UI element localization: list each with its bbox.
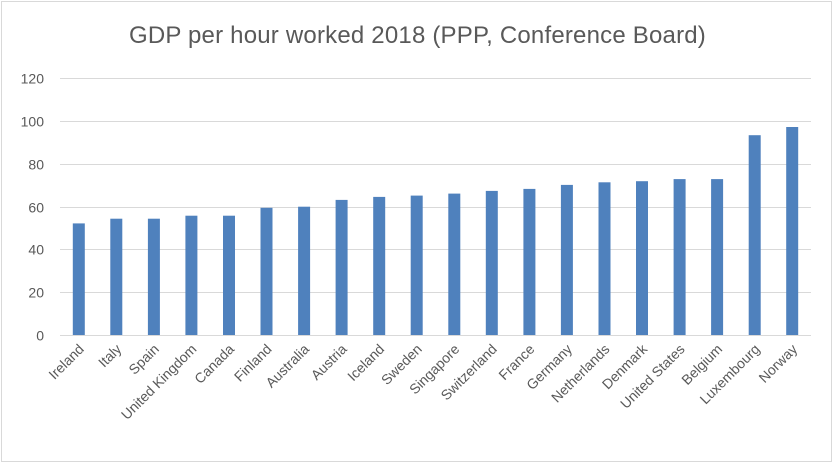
bar-belgium: [711, 179, 724, 335]
y-tick-label: 80: [28, 157, 44, 173]
bar-netherlands: [598, 182, 611, 335]
bar-spain: [147, 218, 160, 335]
bar-iceland: [373, 196, 386, 335]
bar-ireland: [72, 223, 85, 335]
bar-austria: [335, 199, 348, 335]
bar-finland: [260, 207, 273, 335]
chart-title: GDP per hour worked 2018 (PPP, Conferenc…: [128, 22, 707, 49]
bar-sweden: [410, 195, 423, 335]
x-tick-label: Canada: [191, 341, 237, 387]
x-tick-label: Norway: [755, 341, 800, 386]
bar-united-kingdom: [185, 215, 198, 335]
y-tick-label: 20: [28, 285, 44, 301]
y-tick-label: 120: [21, 71, 45, 87]
bar-italy: [110, 218, 123, 335]
x-tick-label: Ireland: [45, 341, 87, 383]
bar-norway: [786, 127, 799, 335]
x-tick-label: Austria: [308, 341, 350, 383]
bar-singapore: [448, 193, 461, 335]
gridlines: [60, 78, 811, 336]
bar-france: [523, 188, 536, 335]
bar-australia: [298, 206, 311, 335]
y-tick-label: 60: [28, 200, 44, 216]
bar-switzerland: [485, 190, 498, 335]
y-tick-label: 100: [21, 114, 45, 130]
bar-denmark: [636, 181, 648, 335]
y-axis-labels: 0 20 40 60 80 100 120: [21, 71, 45, 344]
bar-united-states: [673, 179, 686, 335]
bars: [72, 127, 799, 335]
x-tick-label: Italy: [95, 341, 124, 370]
bar-luxembourg: [748, 135, 761, 335]
y-tick-label: 40: [28, 242, 44, 258]
y-tick-label: 0: [36, 328, 44, 344]
bar-canada: [223, 215, 235, 335]
bar-germany: [560, 184, 573, 335]
